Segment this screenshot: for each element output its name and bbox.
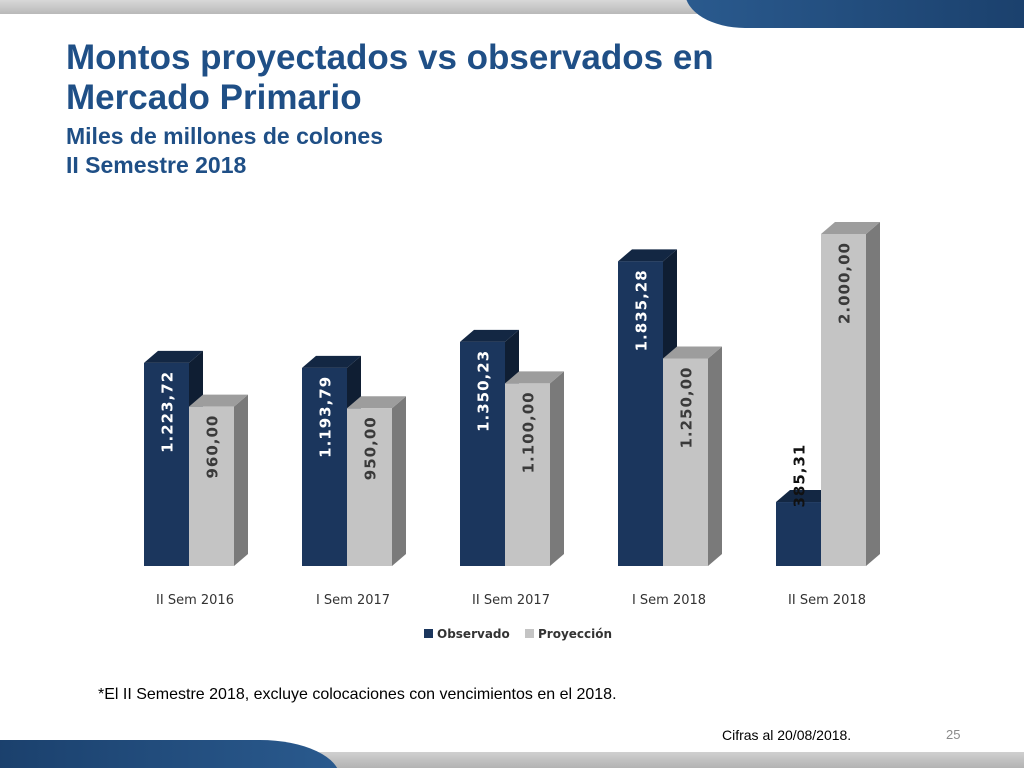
bar-front [302, 367, 347, 566]
legend-item-proyeccion: Proyección [525, 627, 612, 641]
footnote: *El II Semestre 2018, excluye colocacion… [98, 686, 617, 703]
title-block: Montos proyectados vs observados en Merc… [66, 38, 826, 180]
bar-top [618, 249, 677, 262]
value-label-proyeccion-4: 1.250,00 [678, 367, 696, 449]
bar-side [550, 371, 564, 566]
bar-top [776, 490, 835, 503]
bar-front [821, 234, 866, 566]
bar-top [144, 350, 203, 363]
value-label-observado-5: 385,31 [791, 444, 809, 508]
bar-side [392, 396, 406, 566]
top-decor-accent [685, 0, 1024, 28]
category-label-3: II Sem 2017 [472, 593, 550, 608]
value-label-proyeccion-3: 1.100,00 [520, 391, 538, 473]
bar-proyeccion-5 [821, 222, 880, 566]
bar-side [866, 222, 880, 566]
bar-front [189, 406, 234, 566]
category-label-1: II Sem 2016 [156, 593, 234, 608]
bar-front [144, 362, 189, 566]
value-label-observado-1: 1.223,72 [159, 371, 177, 453]
bar-side [234, 394, 248, 566]
bar-front [505, 383, 550, 566]
category-label-5: II Sem 2018 [788, 593, 866, 608]
value-label-proyeccion-2: 950,00 [362, 416, 380, 480]
slide-title-line1: Montos proyectados vs observados en [66, 38, 714, 77]
bar-top [821, 222, 880, 234]
bar-proyeccion-2 [347, 396, 406, 566]
bar-proyeccion-4 [663, 346, 722, 566]
slide-period: II Semestre 2018 [66, 152, 247, 178]
slide-title-line2: Mercado Primario [66, 78, 362, 117]
value-label-proyeccion-5: 2.000,00 [836, 242, 854, 324]
bar-front [618, 261, 663, 566]
bar-front [460, 341, 505, 566]
bar-proyeccion-3 [505, 371, 564, 566]
value-label-observado-3: 1.350,23 [475, 350, 493, 432]
bar-front [347, 408, 392, 566]
bar-top [347, 396, 406, 409]
bar-top [460, 329, 519, 342]
bar-front [776, 502, 821, 566]
legend-swatch-observado [424, 629, 433, 638]
category-label-4: I Sem 2018 [632, 593, 706, 608]
bar-side [708, 346, 722, 566]
bar-front [663, 358, 708, 566]
legend-swatch-proyeccion [525, 629, 534, 638]
value-label-observado-2: 1.193,79 [317, 376, 335, 458]
bar-top [505, 371, 564, 384]
slide-subtitle: Miles de millones de colones [66, 123, 383, 149]
bar-proyeccion-1 [189, 394, 248, 566]
bottom-decor-accent [0, 740, 340, 768]
value-label-observado-4: 1.835,28 [633, 269, 651, 351]
category-label-2: I Sem 2017 [316, 593, 390, 608]
legend-label-proyeccion: Proyección [538, 627, 612, 641]
data-date-note: Cifras al 20/08/2018. [722, 727, 852, 743]
value-label-proyeccion-1: 960,00 [204, 415, 222, 479]
bar-top [663, 346, 722, 359]
bar-top [189, 394, 248, 407]
legend-label-observado: Observado [437, 627, 510, 641]
page-number: 25 [946, 727, 961, 742]
bar-top [302, 355, 361, 368]
legend-item-observado: Observado [424, 627, 510, 641]
